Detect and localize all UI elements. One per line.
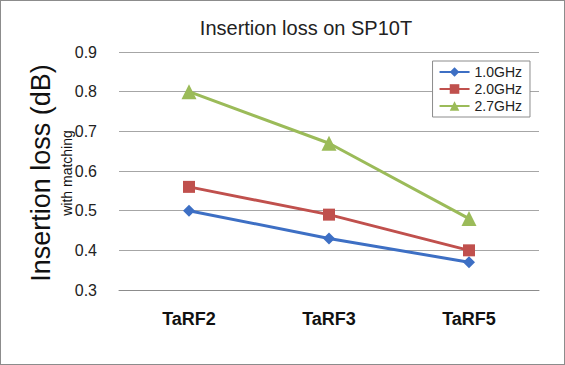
svg-text:1.0GHz: 1.0GHz bbox=[475, 64, 522, 80]
svg-text:0.5: 0.5 bbox=[75, 202, 97, 219]
svg-text:TaRF5: TaRF5 bbox=[442, 309, 496, 329]
svg-text:2.0GHz: 2.0GHz bbox=[475, 81, 522, 97]
svg-text:with matching: with matching bbox=[59, 130, 75, 217]
svg-text:TaRF3: TaRF3 bbox=[302, 309, 356, 329]
svg-text:0.6: 0.6 bbox=[75, 163, 97, 180]
svg-text:2.7GHz: 2.7GHz bbox=[475, 98, 522, 114]
svg-text:0.7: 0.7 bbox=[75, 123, 97, 140]
svg-text:0.9: 0.9 bbox=[75, 44, 97, 61]
svg-text:Insertion loss on SP10T: Insertion loss on SP10T bbox=[200, 17, 412, 39]
svg-text:Insertion loss (dB): Insertion loss (dB) bbox=[26, 64, 56, 282]
svg-text:0.4: 0.4 bbox=[75, 242, 97, 259]
svg-text:0.3: 0.3 bbox=[75, 282, 97, 299]
svg-text:0.8: 0.8 bbox=[75, 83, 97, 100]
svg-text:TaRF2: TaRF2 bbox=[162, 309, 216, 329]
